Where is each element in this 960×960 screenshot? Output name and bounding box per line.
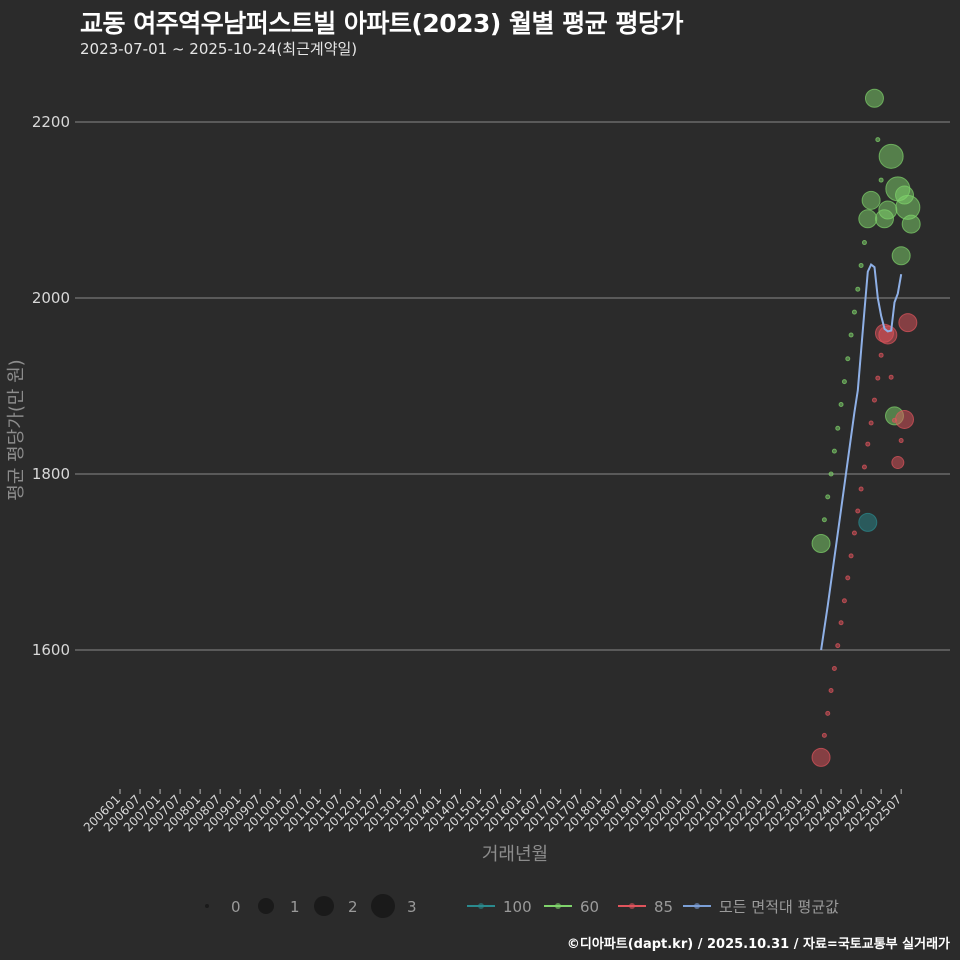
y-axis-ticks: 1600 1800 2000 2200 [32,113,70,659]
data-point-60 [851,309,857,315]
legend-size-label: 0 [231,898,241,916]
data-point-85 [878,352,884,358]
data-point-85 [888,374,894,380]
data-point-60 [835,425,841,431]
legend-size-key [205,904,209,908]
data-point-60 [901,214,921,234]
source-credit: ©디아파트(dapt.kr) / 2025.10.31 / 자료=국토교통부 실… [566,937,950,952]
data-point-60 [858,262,864,268]
data-point-60 [841,379,847,385]
data-point-60 [825,494,831,500]
y-tick-label: 1800 [32,465,70,483]
data-point-60 [878,143,904,169]
y-tick-label: 1600 [32,641,70,659]
data-point-85 [891,456,905,470]
chart-subtitle: 2023-07-01 ~ 2025-10-24(최근계약일) [80,40,358,58]
legend-color-dot [629,903,635,909]
data-point-85 [868,420,874,426]
data-point-60 [861,240,867,246]
chart-title: 교동 여주역우남퍼스트빌 아파트(2023) 월별 평균 평당가 [80,9,683,38]
data-point-85 [851,530,857,536]
legend-size-label: 3 [407,898,417,916]
y-tick-label: 2200 [32,113,70,131]
data-point-85 [895,409,915,429]
data-point-60 [838,401,844,407]
x-axis-title: 거래년월 [482,844,548,865]
legend-size-label: 2 [348,898,358,916]
data-point-60 [864,88,884,108]
x-axis-ticks: 2006012006072007012007072008012008072009… [81,789,904,835]
data-point-100 [858,512,878,532]
data-point-60 [875,137,881,143]
legend: 0 1 2 3 100 60 85 모든 면적대 평균값 [205,894,839,918]
data-point-85 [898,313,918,333]
data-point-60 [878,200,898,220]
gridlines [75,121,950,651]
data-point-85 [861,464,867,470]
legend-color-label: 60 [580,898,599,916]
data-point-60 [891,246,911,266]
legend-color-label: 모든 면적대 평균값 [719,898,839,916]
data-point-85 [841,598,847,604]
data-point-60 [858,209,878,229]
data-point-60 [855,286,861,292]
data-point-60 [811,534,831,554]
legend-color-dot [478,903,484,909]
data-point-85 [835,643,841,649]
legend-color-label: 85 [654,898,673,916]
data-point-85 [898,438,904,444]
y-tick-label: 2000 [32,289,70,307]
data-point-85 [878,325,898,345]
data-point-60 [845,356,851,362]
data-point-85 [875,375,881,381]
y-axis-title: 평균 평당가(만 원) [6,359,27,500]
legend-color-label: 100 [503,898,532,916]
data-point-85 [828,687,834,693]
plot-series [811,88,921,767]
data-point-85 [811,747,831,767]
data-point-85 [821,732,827,738]
data-point-85 [831,665,837,671]
data-point-85 [825,710,831,716]
data-point-85 [858,486,864,492]
legend-size-key [258,898,274,914]
legend-color-dot [555,903,561,909]
legend-size-key [371,894,395,918]
legend-color-dot [694,903,700,909]
data-point-85 [845,575,851,581]
average-price-line [820,263,903,651]
data-point-85 [848,553,854,559]
data-point-60 [848,332,854,338]
data-point-60 [828,471,834,477]
data-point-60 [821,517,827,523]
data-point-60 [831,448,837,454]
data-point-60 [878,177,884,183]
data-point-85 [838,620,844,626]
legend-size-key [314,896,334,916]
data-point-60 [861,190,881,210]
data-point-85 [855,508,861,514]
legend-size-label: 1 [290,898,300,916]
data-point-85 [871,397,877,403]
data-point-85 [865,441,871,447]
